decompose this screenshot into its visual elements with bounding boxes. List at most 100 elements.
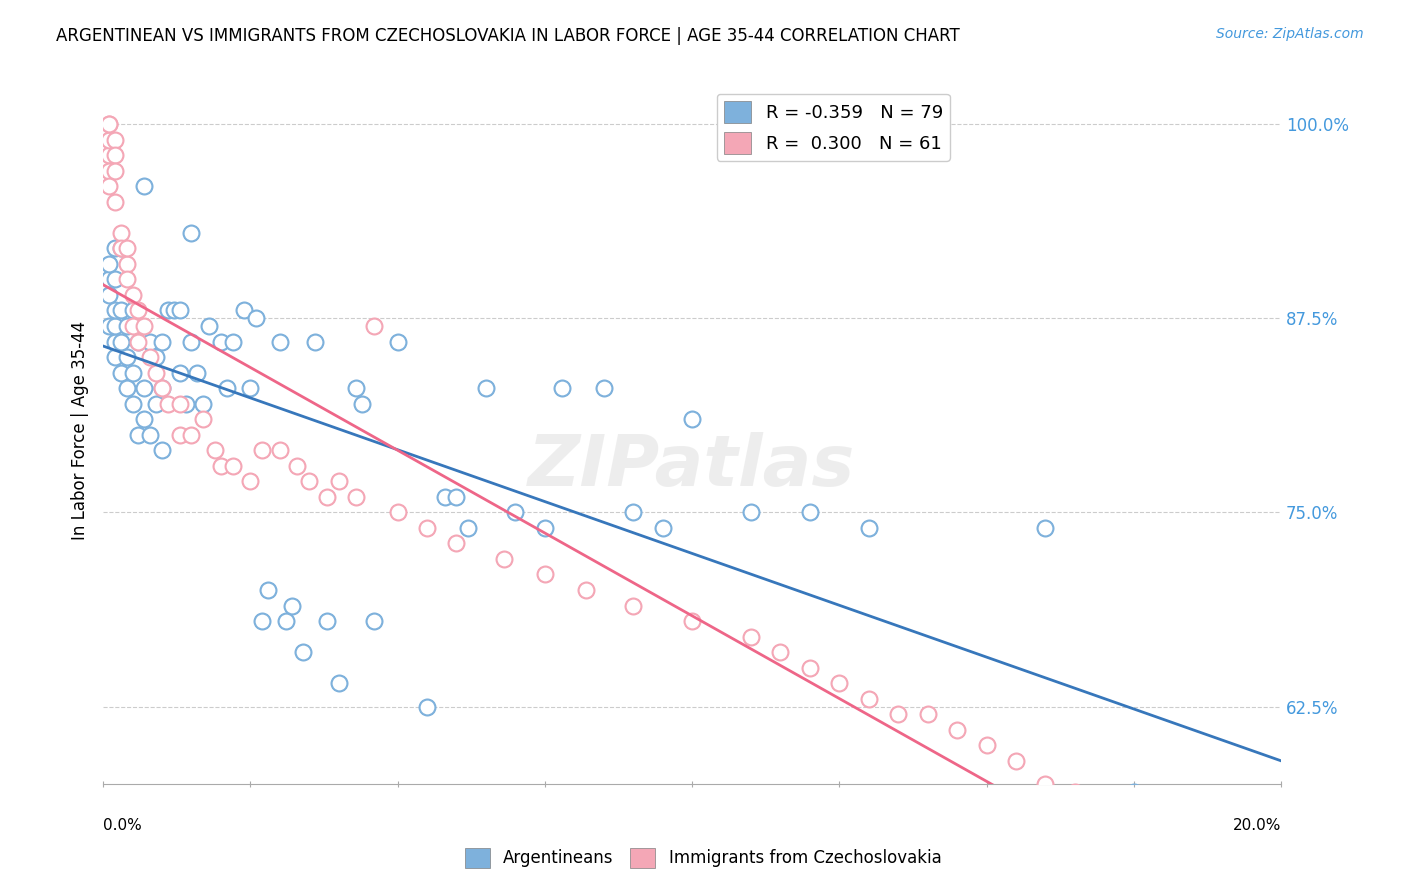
Point bbox=[769, 645, 792, 659]
Point bbox=[150, 334, 173, 349]
Point bbox=[328, 676, 350, 690]
Point bbox=[387, 334, 409, 349]
Point bbox=[134, 412, 156, 426]
Point bbox=[799, 661, 821, 675]
Point bbox=[946, 723, 969, 737]
Point bbox=[121, 288, 143, 302]
Point bbox=[976, 739, 998, 753]
Point bbox=[769, 645, 792, 659]
Point bbox=[245, 311, 267, 326]
Point bbox=[134, 381, 156, 395]
Point bbox=[221, 334, 243, 349]
Point bbox=[134, 318, 156, 333]
Point bbox=[209, 334, 232, 349]
Point bbox=[233, 303, 256, 318]
Point bbox=[239, 475, 262, 489]
Point bbox=[104, 132, 127, 146]
Point bbox=[110, 334, 132, 349]
Point bbox=[169, 303, 191, 318]
Point bbox=[98, 117, 121, 131]
Point bbox=[127, 334, 149, 349]
Point bbox=[505, 505, 527, 519]
Point bbox=[115, 257, 138, 271]
Point bbox=[828, 676, 851, 690]
Point bbox=[344, 490, 367, 504]
Point bbox=[592, 381, 614, 395]
Point bbox=[169, 366, 191, 380]
Point bbox=[740, 505, 762, 519]
Point bbox=[145, 350, 167, 364]
Point bbox=[681, 614, 703, 628]
Point bbox=[104, 148, 127, 162]
Point bbox=[328, 475, 350, 489]
Point bbox=[104, 194, 127, 209]
Point bbox=[1005, 754, 1028, 768]
Point bbox=[110, 241, 132, 255]
Point bbox=[250, 443, 273, 458]
Point bbox=[1122, 785, 1144, 799]
Point bbox=[887, 707, 910, 722]
Point bbox=[98, 148, 121, 162]
Point bbox=[169, 366, 191, 380]
Legend: R = -0.359   N = 79, R =  0.300   N = 61: R = -0.359 N = 79, R = 0.300 N = 61 bbox=[717, 94, 950, 161]
Point bbox=[193, 412, 215, 426]
Point bbox=[134, 412, 156, 426]
Point bbox=[1035, 777, 1057, 791]
Point bbox=[110, 303, 132, 318]
Point bbox=[180, 334, 202, 349]
Point bbox=[274, 614, 297, 628]
Point bbox=[416, 521, 439, 535]
Point bbox=[316, 490, 339, 504]
Point bbox=[280, 599, 302, 613]
Point bbox=[98, 132, 121, 146]
Point bbox=[976, 816, 998, 830]
Point bbox=[134, 179, 156, 194]
Point bbox=[156, 397, 179, 411]
Point bbox=[110, 303, 132, 318]
Point bbox=[446, 536, 468, 550]
Point bbox=[150, 381, 173, 395]
Point bbox=[387, 334, 409, 349]
Point bbox=[104, 132, 127, 146]
Point bbox=[363, 318, 385, 333]
Point bbox=[533, 567, 555, 582]
Point bbox=[858, 691, 880, 706]
Point bbox=[186, 366, 208, 380]
Point bbox=[98, 318, 121, 333]
Point bbox=[139, 350, 162, 364]
Point bbox=[169, 397, 191, 411]
Point bbox=[1035, 521, 1057, 535]
Point bbox=[387, 505, 409, 519]
Point bbox=[134, 381, 156, 395]
Point bbox=[917, 707, 939, 722]
Point bbox=[416, 699, 439, 714]
Point bbox=[150, 381, 173, 395]
Point bbox=[475, 381, 498, 395]
Point bbox=[204, 443, 226, 458]
Point bbox=[387, 505, 409, 519]
Point bbox=[104, 272, 127, 286]
Point bbox=[416, 521, 439, 535]
Point bbox=[221, 458, 243, 473]
Point bbox=[180, 427, 202, 442]
Point bbox=[98, 117, 121, 131]
Point bbox=[115, 350, 138, 364]
Point bbox=[115, 381, 138, 395]
Point bbox=[233, 303, 256, 318]
Point bbox=[269, 334, 291, 349]
Point bbox=[1063, 785, 1085, 799]
Point bbox=[858, 521, 880, 535]
Point bbox=[316, 614, 339, 628]
Point bbox=[316, 490, 339, 504]
Point bbox=[1005, 754, 1028, 768]
Point bbox=[1092, 800, 1115, 814]
Point bbox=[127, 303, 149, 318]
Point bbox=[1035, 777, 1057, 791]
Point bbox=[740, 630, 762, 644]
Point bbox=[139, 427, 162, 442]
Point bbox=[416, 699, 439, 714]
Point bbox=[98, 163, 121, 178]
Point bbox=[651, 521, 673, 535]
Point bbox=[98, 257, 121, 271]
Point bbox=[104, 318, 127, 333]
